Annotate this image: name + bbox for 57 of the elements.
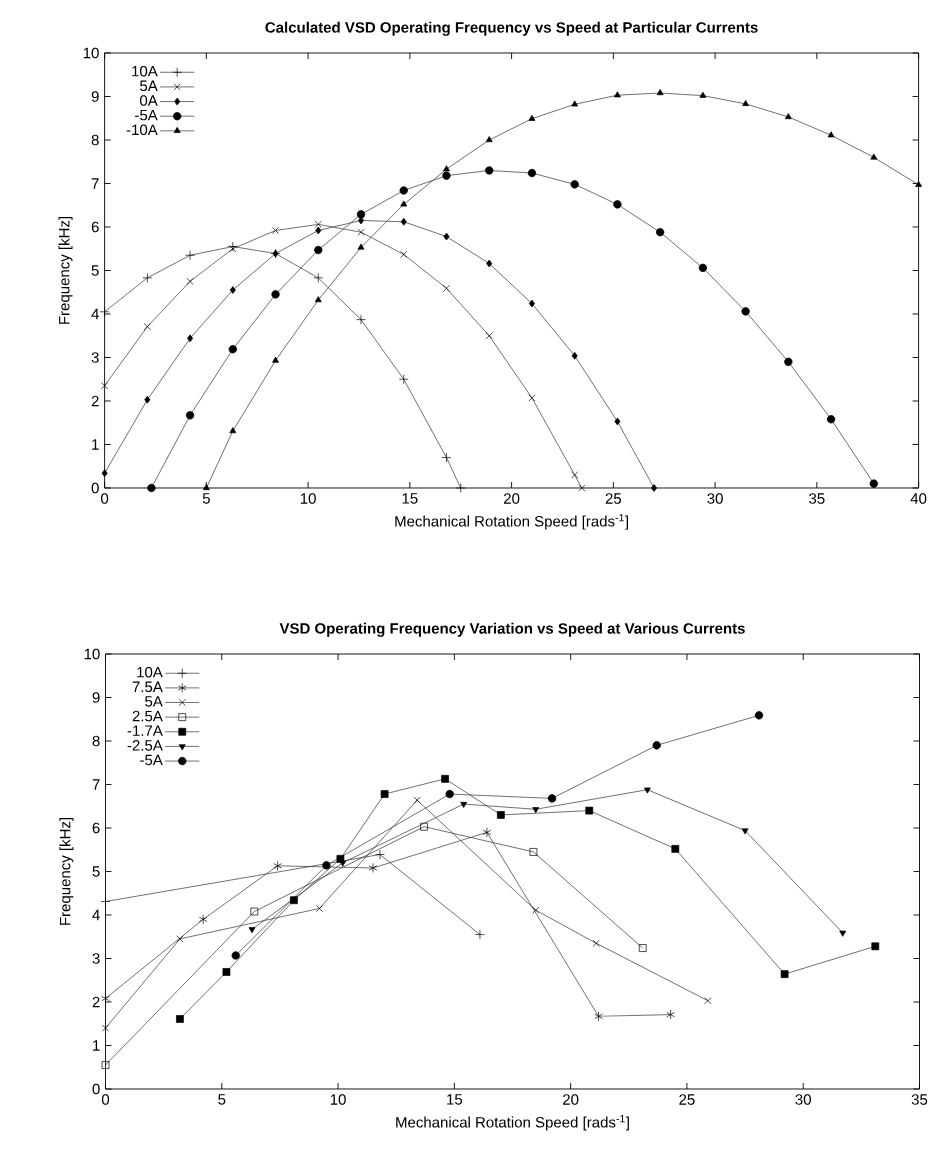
chart-title: Calculated VSD Operating Frequency vs Speed at Particular Currents xyxy=(265,21,758,36)
y-tick-label: 8 xyxy=(91,134,99,146)
x-tick-label: 15 xyxy=(402,493,418,504)
x-tick-label: 15 xyxy=(447,1094,463,1105)
legend-label: 5A xyxy=(145,696,163,707)
x-tick-label: 20 xyxy=(563,1094,579,1105)
x-tick-label: 10 xyxy=(330,1094,346,1105)
x-tick-label: 35 xyxy=(911,1094,928,1105)
x-tick-label: 40 xyxy=(910,493,927,504)
y-tick-label: 6 xyxy=(92,822,100,834)
legend-label: 2.5A xyxy=(132,710,163,722)
y-tick-label: 8 xyxy=(92,735,100,747)
legend-label: -1.7A xyxy=(127,725,163,736)
y-tick-label: 5 xyxy=(91,265,99,276)
y-tick-label: 1 xyxy=(92,439,99,450)
y-tick-label: 0 xyxy=(92,1083,100,1095)
legend-label: 7.5A xyxy=(132,681,163,693)
x-tick-label: 25 xyxy=(605,493,622,504)
legend-label: -5A xyxy=(140,754,163,766)
legend-label: 10A xyxy=(137,666,163,678)
y-tick-label: 2 xyxy=(92,996,100,1008)
legend-label: -10A xyxy=(126,124,158,136)
x-tick-label: 0 xyxy=(101,1094,110,1105)
x-tick-label: 25 xyxy=(679,1094,695,1105)
y-tick-label: 0 xyxy=(91,482,99,494)
y-tick-label: 3 xyxy=(92,953,100,964)
chart-title: VSD Operating Frequency Variation vs Speed at Various Currents xyxy=(279,622,745,637)
x-tick-label: 0 xyxy=(101,493,109,504)
legend-label: 10A xyxy=(132,65,158,77)
x-axis-title: Mechanical Rotation Speed [rads$^{-1}$] xyxy=(395,514,628,530)
legend-label: 5A xyxy=(140,80,158,92)
y-tick-label: 7 xyxy=(91,178,99,189)
x-tick-label: 35 xyxy=(809,493,825,504)
y-tick-label: 9 xyxy=(91,91,99,102)
y-tick-label: 5 xyxy=(92,866,100,877)
y-tick-label: 2 xyxy=(91,395,99,407)
x-tick-label: 30 xyxy=(707,493,723,504)
x-tick-label: 30 xyxy=(795,1094,811,1105)
y-tick-label: 3 xyxy=(91,352,99,363)
y-tick-label: 6 xyxy=(91,221,99,233)
legend-label: -5A xyxy=(135,109,158,121)
y-axis-title: Frequency [kHz] xyxy=(59,817,74,925)
x-tick-label: 5 xyxy=(218,1094,226,1105)
y-tick-label: 4 xyxy=(91,308,99,320)
x-tick-label: 20 xyxy=(504,493,520,504)
y-tick-label: 1 xyxy=(93,1040,100,1051)
y-tick-label: 9 xyxy=(92,692,100,703)
x-axis-title: Mechanical Rotation Speed [rads$^{-1}$] xyxy=(396,1115,629,1131)
y-tick-label: 10 xyxy=(83,47,99,59)
legend-label: 0A xyxy=(140,95,158,106)
y-tick-label: 10 xyxy=(84,648,100,660)
y-tick-label: 7 xyxy=(92,779,100,790)
x-tick-label: 10 xyxy=(300,493,316,504)
x-tick-label: 5 xyxy=(202,493,210,504)
y-axis-title: Frequency [kHz] xyxy=(58,216,73,324)
y-tick-label: 4 xyxy=(92,909,100,921)
legend-label: -2.5A xyxy=(127,740,163,751)
